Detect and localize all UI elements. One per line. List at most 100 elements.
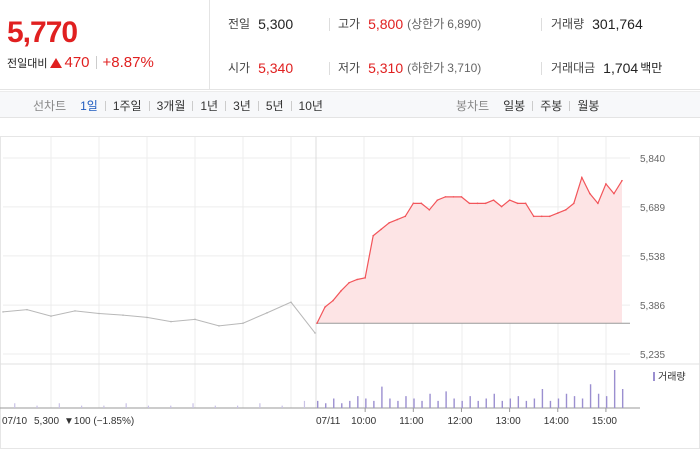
prev-volume-bar <box>303 400 306 408</box>
volume-bar <box>421 400 423 408</box>
volume-bar <box>453 398 455 408</box>
volume-bar <box>397 400 399 408</box>
today-point <box>348 281 350 284</box>
today-point <box>516 202 519 205</box>
prev-day-point <box>50 315 52 317</box>
stat-low: 저가 5,310 (하한가 3,710) <box>338 59 481 76</box>
today-point <box>324 306 326 308</box>
volume-bar <box>381 386 383 408</box>
prev-day-point <box>194 318 196 321</box>
today-point <box>356 278 358 281</box>
stat-label: 거래량 <box>551 17 585 31</box>
volume-bar <box>597 393 600 408</box>
today-point <box>621 179 623 182</box>
prev-volume-bar <box>281 405 283 408</box>
stat-value: 5,340 <box>258 59 294 76</box>
today-point <box>508 199 511 201</box>
stat-unit: 백만 <box>640 61 663 75</box>
volume-bar <box>613 370 616 408</box>
line-chart-title: 선차트 <box>33 99 67 113</box>
volume-bar <box>365 398 367 408</box>
stat-turnover: 거래대금 1,704 백만 <box>551 59 662 76</box>
y-tick-label: 5,538 <box>640 252 665 263</box>
today-point <box>340 290 342 292</box>
tab-1week[interactable]: 1주일 <box>112 99 142 113</box>
tab-3year[interactable]: 3년 <box>233 99 251 113</box>
volume-bar <box>557 398 560 408</box>
lower-limit-label: (하한가 <box>407 61 445 75</box>
today-point <box>605 183 607 185</box>
candle-chart-tabs: 봉차트 일봉 주봉 월봉 <box>456 97 599 114</box>
prev-day-point <box>26 308 28 311</box>
prev-day-point <box>218 325 220 327</box>
tab-1day[interactable]: 1일 <box>80 99 98 113</box>
today-point <box>372 234 374 237</box>
price-chart: 5,840 5,689 5,538 5,386 5,235 07/10 5,300 ▼100… <box>0 118 700 450</box>
today-point <box>556 212 559 214</box>
divider <box>290 100 292 111</box>
today-point <box>388 221 391 224</box>
prev-close-label: 5,300 <box>34 416 59 427</box>
volume-bar <box>549 400 552 408</box>
today-point <box>420 202 423 205</box>
stat-label: 저가 <box>338 61 361 75</box>
tab-daily-candle[interactable]: 일봉 <box>503 99 526 113</box>
prev-volume-bar <box>259 403 261 408</box>
volume-bar <box>357 396 359 408</box>
tab-1year[interactable]: 1년 <box>200 99 219 113</box>
prev-day-point <box>146 316 148 319</box>
today-point <box>581 176 583 179</box>
tab-10year[interactable]: 10년 <box>298 99 323 113</box>
today-point <box>380 228 383 231</box>
volume-bar <box>541 389 544 408</box>
stat-value: 301,764 <box>592 15 643 32</box>
prev-volume-bar <box>103 405 105 408</box>
prev-volume-bar <box>170 405 172 408</box>
prev-volume-bar <box>214 405 216 408</box>
prev-day-point <box>266 312 268 314</box>
today-point <box>468 202 471 205</box>
divider <box>532 100 534 111</box>
volume-legend-swatch <box>653 372 655 381</box>
stat-label: 시가 <box>228 61 251 75</box>
volume-bar <box>565 393 568 408</box>
volume-bar <box>373 400 375 408</box>
x-tick-label: 14:00 <box>544 416 569 427</box>
prev-day-point <box>170 320 172 323</box>
today-point <box>540 215 543 218</box>
tab-5year[interactable]: 5년 <box>265 99 284 113</box>
stat-label: 거래대금 <box>551 61 596 75</box>
tab-weekly-candle[interactable]: 주봉 <box>540 99 563 113</box>
y-tick-label: 5,840 <box>640 154 665 165</box>
volume-bar <box>493 393 495 408</box>
stat-label: 고가 <box>338 17 361 31</box>
today-point <box>613 192 615 195</box>
volume-bar <box>413 398 415 408</box>
x-tick-label: 12:00 <box>447 416 472 427</box>
today-point <box>396 218 399 221</box>
stat-volume: 거래량 301,764 <box>551 15 643 32</box>
today-point <box>476 202 479 205</box>
volume-bar <box>525 400 528 408</box>
x-tick-label: 13:00 <box>496 416 521 427</box>
today-point <box>332 299 334 302</box>
today-point <box>492 199 495 201</box>
volume-bar <box>405 396 407 408</box>
volume-bar <box>605 396 608 408</box>
tab-3month[interactable]: 3개월 <box>156 99 186 113</box>
today-point <box>436 199 439 201</box>
volume-bar <box>573 396 576 408</box>
today-point <box>597 202 599 205</box>
prev-day-line <box>2 301 316 334</box>
y-tick-label: 5,689 <box>640 203 665 214</box>
tab-monthly-candle[interactable]: 월봉 <box>577 99 600 113</box>
x-tick-label: 07/10 <box>2 416 27 427</box>
divider <box>329 18 330 31</box>
change-rate: +8.87% <box>102 54 154 71</box>
today-point <box>444 196 447 198</box>
upper-limit-value: 6,890) <box>447 16 482 31</box>
price-chart-svg: 5,840 5,689 5,538 5,386 5,235 07/10 5,300 ▼100… <box>0 136 700 449</box>
volume-bar <box>477 400 479 408</box>
divider <box>329 62 330 75</box>
today-point <box>524 202 527 205</box>
